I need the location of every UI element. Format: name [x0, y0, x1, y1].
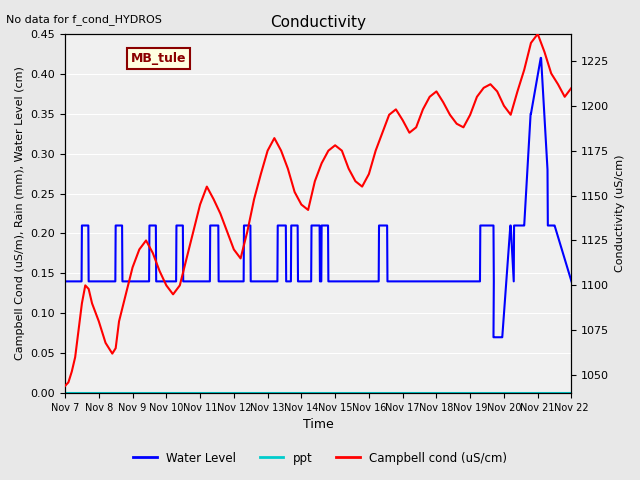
Title: Conductivity: Conductivity	[270, 15, 366, 30]
Text: No data for f_cond_HYDROS: No data for f_cond_HYDROS	[6, 14, 163, 25]
Y-axis label: Conductivity (uS/cm): Conductivity (uS/cm)	[615, 155, 625, 272]
Y-axis label: Campbell Cond (uS/m), Rain (mm), Water Level (cm): Campbell Cond (uS/m), Rain (mm), Water L…	[15, 67, 25, 360]
X-axis label: Time: Time	[303, 419, 333, 432]
Legend: Water Level, ppt, Campbell cond (uS/cm): Water Level, ppt, Campbell cond (uS/cm)	[128, 447, 512, 469]
Text: MB_tule: MB_tule	[131, 52, 186, 65]
